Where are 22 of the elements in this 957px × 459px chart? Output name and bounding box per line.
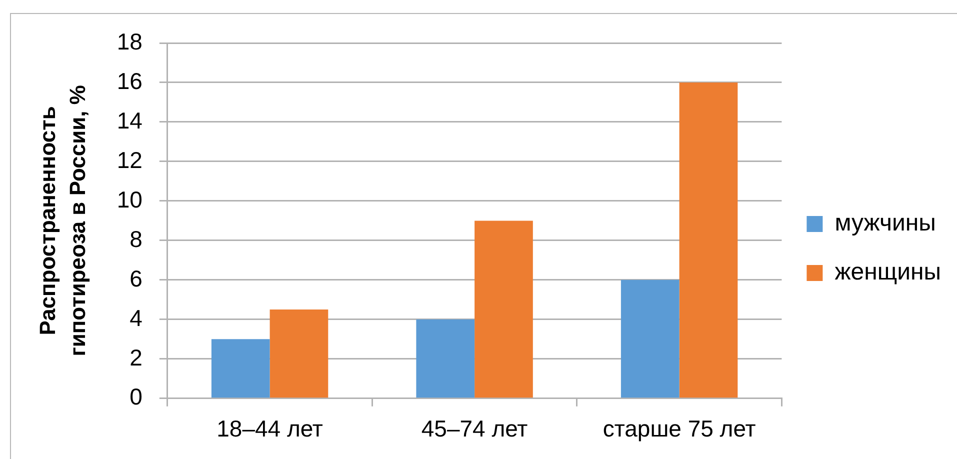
- y-tick-label: 16: [116, 68, 142, 94]
- bar: [474, 220, 533, 398]
- y-tick-label: 2: [130, 344, 142, 370]
- y-tick-label: 10: [116, 186, 142, 212]
- x-tick-label: старше 75 лет: [602, 416, 756, 442]
- legend-label: мужчины: [834, 210, 936, 237]
- bar: [679, 82, 738, 398]
- y-tick-label: 18: [116, 28, 142, 54]
- y-tick-label: 4: [130, 304, 143, 331]
- bar: [211, 339, 270, 398]
- x-tick-label: 45–74 лет: [421, 416, 528, 442]
- x-tick-label: 18–44 лет: [216, 416, 324, 442]
- legend-label: женщины: [834, 258, 941, 286]
- bar: [416, 319, 475, 398]
- y-tick-label: 8: [130, 226, 142, 252]
- y-tick-label: 14: [116, 107, 143, 134]
- bar: [270, 310, 328, 398]
- y-tick-label: 0: [130, 384, 142, 410]
- bar: [620, 280, 680, 398]
- y-tick-label: 6: [130, 265, 142, 292]
- y-axis-title: Распространенность гипотиреоза в России, %: [35, 85, 90, 356]
- y-tick-label: 12: [116, 146, 142, 173]
